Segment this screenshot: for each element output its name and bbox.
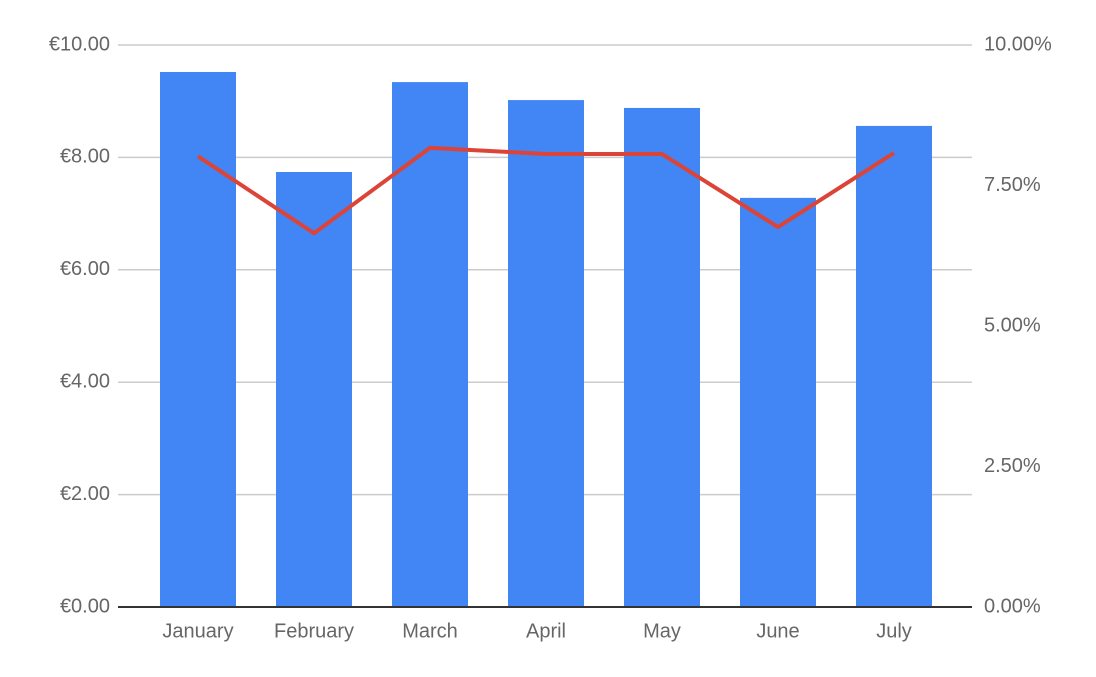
bar — [392, 82, 468, 608]
y-tick-label: €4.00 — [60, 370, 110, 392]
y-tick-label: €2.00 — [60, 483, 110, 505]
y-tick-label: €0.00 — [60, 595, 110, 617]
x-tick-label: June — [756, 620, 799, 642]
y-tick-label: €10.00 — [49, 33, 110, 55]
x-tick-label: April — [526, 620, 566, 642]
y2-tick-label: 7.50% — [984, 174, 1041, 196]
x-tick-label: May — [643, 620, 681, 642]
bar — [276, 172, 352, 607]
bar — [160, 71, 236, 607]
bar — [740, 197, 816, 607]
bar — [508, 100, 584, 608]
y2-tick-label: 0.00% — [984, 595, 1041, 617]
y-tick-label: €6.00 — [60, 258, 110, 280]
bar — [624, 107, 700, 607]
x-tick-label: February — [274, 620, 354, 642]
y2-tick-label: 2.50% — [984, 455, 1041, 477]
line — [196, 145, 896, 236]
x-tick-label: March — [402, 620, 458, 642]
y2-tick-label: 5.00% — [984, 314, 1041, 336]
y2-tick-label: 10.00% — [984, 33, 1052, 55]
y-tick-label: €8.00 — [60, 146, 110, 168]
bar — [856, 125, 932, 607]
x-tick-label: January — [162, 620, 233, 642]
x-tick-label: July — [876, 620, 912, 642]
